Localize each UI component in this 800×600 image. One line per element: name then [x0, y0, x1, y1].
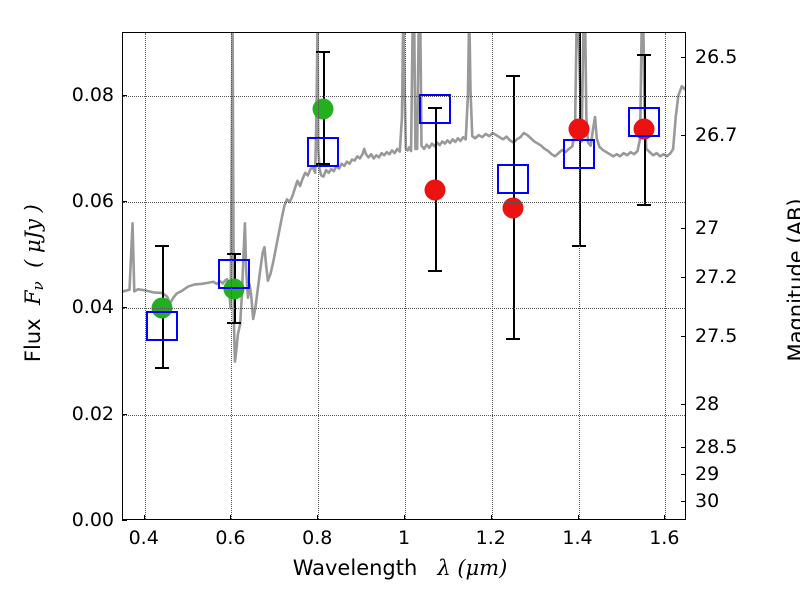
gridline-vertical: [491, 33, 493, 519]
x-tick-label: 1.2: [475, 527, 506, 549]
observed-photometry-green-errorbar-cap-upper: [155, 244, 170, 247]
x-tick-label: 1.6: [649, 527, 680, 549]
x-tick-label: 0.8: [302, 527, 333, 549]
y2-tick: [681, 335, 686, 337]
x-tick-label: 1.4: [562, 527, 593, 549]
model-point-square: [146, 310, 179, 341]
observed-photometry-red-errorbar-cap-lower: [506, 337, 521, 340]
observed-photometry-red-errorbar-cap-upper: [428, 107, 443, 110]
x-tick-label: 0.4: [128, 527, 159, 549]
model-point-square: [419, 94, 452, 125]
y2-tick-label: 28.5: [695, 435, 738, 458]
y2-tick-label: 28: [695, 392, 720, 415]
y2-tick-label: 27.5: [695, 324, 738, 347]
x-axis-label: Wavelength λ (μm): [0, 556, 800, 580]
x-axis-label-prefix: Wavelength: [292, 556, 418, 580]
y2-tick: [681, 56, 686, 58]
model-point-square: [497, 164, 530, 195]
observed-photometry-red-errorbar-cap-upper: [506, 74, 521, 77]
model-point-square: [217, 258, 250, 289]
observed-photometry-green-errorbar-cap-lower: [155, 366, 170, 369]
x-tick: [230, 515, 232, 520]
gridline-horizontal: [123, 95, 685, 97]
gridline-vertical: [665, 33, 667, 519]
y2-tick: [681, 276, 686, 278]
y-tick-label: 0.06: [71, 190, 114, 213]
y2-tick-label: 26.7: [695, 124, 738, 147]
y-tick-label: 0.00: [71, 509, 114, 531]
observed-photometry-red-errorbar-cap-upper: [636, 53, 651, 56]
gridline-horizontal: [123, 308, 685, 310]
x-axis-label-unit: (μm): [457, 556, 508, 580]
model-point-square: [627, 107, 660, 138]
gridline-vertical: [231, 33, 233, 519]
y2-axis-label: Magnitude (AB): [784, 198, 800, 362]
x-tick: [317, 515, 319, 520]
gridline-vertical: [144, 33, 146, 519]
data-point-red: [502, 197, 524, 219]
observed-photometry-red-errorbar-cap-lower: [636, 203, 651, 206]
x-tick-label: 1: [397, 527, 411, 549]
y-tick-label: 0.02: [71, 402, 114, 425]
gridline-vertical: [578, 33, 580, 519]
x-tick-label: 0.6: [215, 527, 246, 549]
observed-photometry-green-errorbar-cap-lower: [315, 163, 330, 166]
gridline-horizontal: [123, 202, 685, 204]
x-axis-label-lambda: λ: [437, 556, 451, 580]
gridline-vertical: [405, 33, 406, 519]
gridline-vertical: [318, 33, 320, 519]
y2-tick-label: 27: [695, 216, 720, 239]
y-axis-label-prefix: Flux: [20, 318, 45, 363]
y-tick: [122, 413, 127, 415]
y-tick: [122, 201, 127, 203]
y2-tick-label: 27.2: [695, 265, 738, 288]
y2-tick: [681, 227, 686, 229]
y-axis-label: Flux Fν ( μJy ): [21, 63, 47, 503]
y2-tick: [681, 135, 686, 137]
observed-photometry-green-errorbar-cap-upper: [226, 253, 241, 256]
x-tick: [577, 515, 579, 520]
x-tick: [143, 515, 145, 520]
y-tick: [122, 307, 127, 309]
gridline-horizontal: [123, 414, 685, 416]
y-tick: [122, 94, 127, 96]
y2-tick: [681, 473, 686, 475]
y2-tick: [681, 446, 686, 448]
y2-tick: [681, 501, 686, 503]
data-point-red: [633, 118, 655, 140]
y2-tick-label: 26.5: [695, 45, 738, 68]
model-point-square: [306, 137, 339, 168]
x-tick: [490, 515, 492, 520]
y2-tick-label: 30: [695, 490, 720, 513]
y-tick: [122, 520, 127, 521]
y-axis-label-symbol-sub: ν: [29, 281, 48, 291]
y-tick-label: 0.08: [71, 83, 114, 106]
y2-tick-label: 29: [695, 462, 720, 485]
x-tick: [404, 515, 405, 520]
plot-area: [122, 32, 686, 520]
y-tick-label: 0.04: [71, 296, 114, 319]
data-point-green: [312, 98, 334, 120]
y-axis-label-unit: ( μJy ): [20, 204, 45, 268]
observed-photometry-green-errorbar-cap-upper: [315, 51, 330, 54]
y2-tick: [681, 403, 686, 405]
x-tick: [664, 515, 666, 520]
marker-layer: [123, 33, 685, 519]
data-point-red: [424, 179, 446, 201]
observed-photometry-red-errorbar-cap-lower: [428, 269, 443, 272]
observed-photometry-green-errorbar-cap-lower: [226, 321, 241, 324]
y-axis-label-symbol: F: [20, 290, 45, 306]
